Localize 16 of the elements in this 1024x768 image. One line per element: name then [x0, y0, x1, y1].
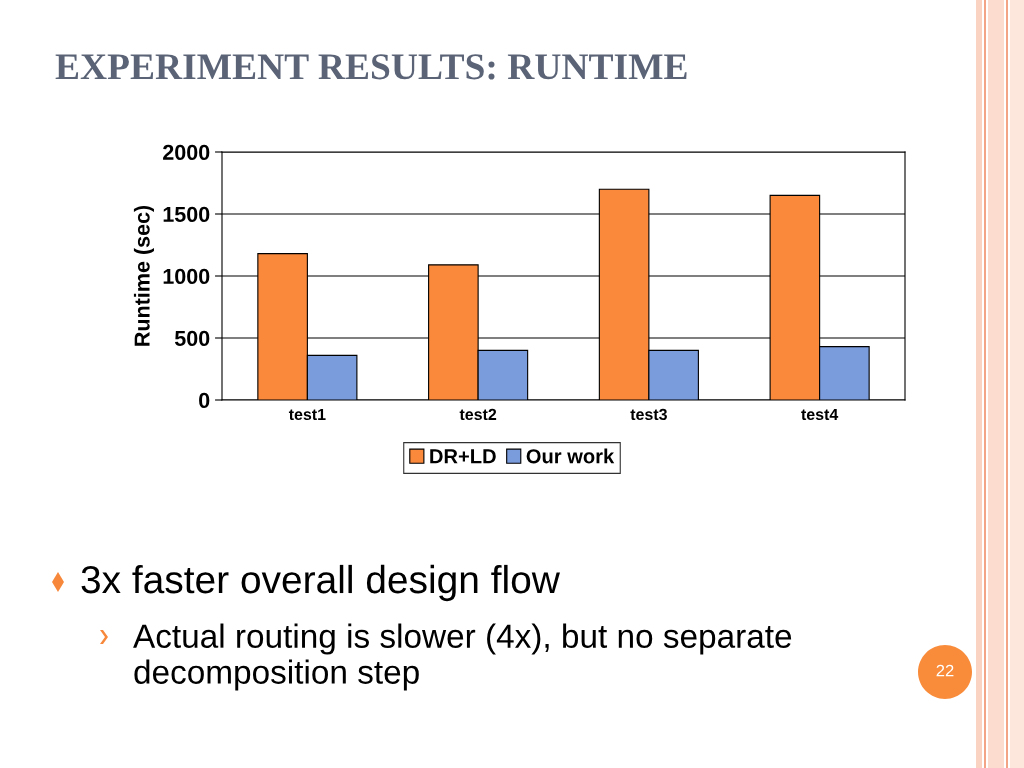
- legend-label: Our work: [526, 448, 615, 464]
- x-tick-label: test3: [630, 408, 667, 421]
- x-tick-label: test2: [459, 408, 497, 421]
- y-tick-label: 2000: [163, 144, 210, 161]
- legend-label: DR+LD: [430, 449, 496, 464]
- y-tick-label: 1500: [163, 206, 210, 223]
- x-tick-label: test4: [801, 408, 839, 421]
- x-tick-label: test1: [288, 408, 326, 421]
- y-tick-label: 1000: [163, 268, 210, 285]
- text: 22: [936, 664, 954, 677]
- y-tick-label: 0: [199, 392, 210, 409]
- y-axis-title: Runtime (sec): [133, 205, 154, 346]
- text: Actual routing is slower (4x), but no separate decomposition step: [133, 623, 792, 691]
- chart-title: EXPERIMENT RESULTS: RUNTIME: [55, 54, 687, 80]
- y-tick-label: 500: [174, 330, 210, 347]
- text: 3x faster overall design flow: [81, 564, 560, 602]
